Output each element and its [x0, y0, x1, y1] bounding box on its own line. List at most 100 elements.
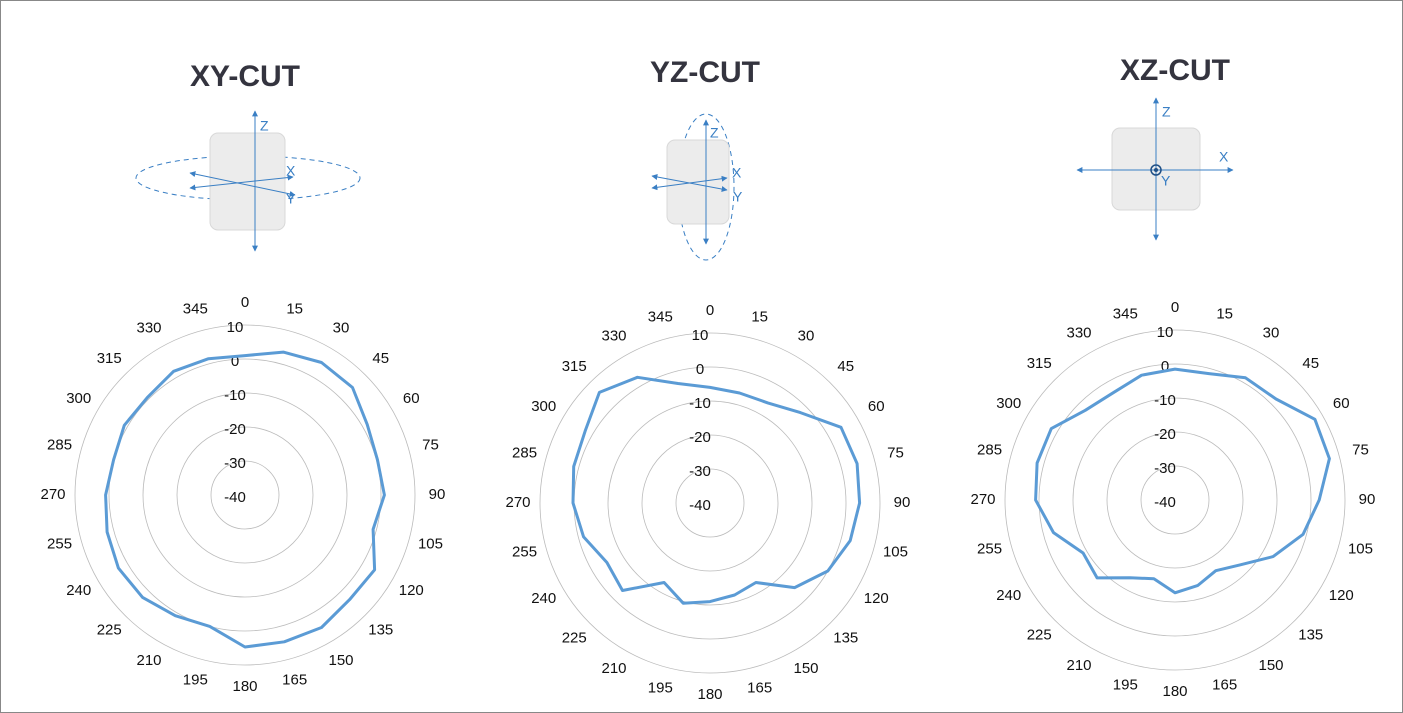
theta-tick-label: 45 [1302, 355, 1319, 372]
theta-tick-label: 285 [47, 436, 72, 453]
grid-circle [142, 392, 348, 598]
theta-tick-label: 300 [66, 390, 91, 407]
grid-circle [641, 434, 779, 572]
theta-tick-label: 225 [1027, 627, 1052, 644]
r-tick-label: -20 [224, 421, 246, 438]
axis-label: Z [260, 118, 269, 134]
axis-label: Y [733, 189, 743, 205]
grid-circle [210, 460, 280, 530]
theta-tick-label: 150 [793, 660, 818, 677]
pattern-line [104, 350, 386, 649]
theta-tick-label: 285 [977, 441, 1002, 458]
theta-tick-label: 315 [562, 358, 587, 375]
r-tick-label: -10 [1154, 392, 1176, 409]
theta-tick-label: 120 [399, 582, 424, 599]
grid-circle [539, 332, 881, 674]
theta-tick-label: 60 [868, 398, 885, 415]
theta-tick-label: 300 [996, 395, 1021, 412]
grid-circle [1072, 397, 1278, 603]
grid-circle [607, 400, 813, 606]
pattern-line [1034, 367, 1331, 595]
r-tick-label: 10 [1157, 324, 1174, 341]
theta-tick-label: 210 [136, 652, 161, 669]
grid-circle [675, 468, 745, 538]
theta-tick-label: 165 [747, 679, 772, 696]
theta-tick-label: 75 [887, 444, 904, 461]
theta-tick-label: 255 [47, 536, 72, 553]
grid-circle [108, 358, 382, 632]
r-tick-label: -20 [689, 429, 711, 446]
theta-tick-label: 45 [837, 358, 854, 375]
axis-arrow [189, 174, 294, 191]
theta-tick-label: 330 [1066, 325, 1091, 342]
grid-circle [74, 324, 416, 666]
grid-circle [1004, 329, 1346, 671]
r-tick-label: -10 [689, 395, 711, 412]
theta-tick-label: 165 [282, 671, 307, 688]
theta-tick-label: 240 [996, 587, 1021, 604]
theta-tick-label: 15 [1216, 306, 1233, 323]
r-tick-label: -40 [1154, 494, 1176, 511]
axis-label: X [286, 163, 296, 179]
theta-tick-label: 90 [894, 494, 911, 511]
theta-tick-label: 105 [418, 536, 443, 553]
theta-tick-label: 210 [601, 660, 626, 677]
theta-tick-label: 345 [183, 301, 208, 318]
theta-tick-label: 195 [648, 679, 673, 696]
theta-tick-label: 0 [706, 302, 714, 319]
r-tick-label: -40 [224, 489, 246, 506]
r-tick-label: -10 [224, 387, 246, 404]
theta-tick-label: 90 [429, 486, 446, 503]
theta-tick-label: 225 [97, 622, 122, 639]
theta-tick-label: 150 [328, 652, 353, 669]
axis-label: Z [710, 125, 719, 141]
axis-label: X [1219, 149, 1229, 165]
theta-tick-label: 255 [977, 541, 1002, 558]
theta-tick-label: 90 [1359, 491, 1376, 508]
pattern-line [571, 375, 862, 605]
r-tick-label: 0 [696, 361, 704, 378]
chart-title: XY-CUT [190, 60, 300, 93]
theta-tick-label: 285 [512, 444, 537, 461]
theta-tick-label: 270 [40, 486, 65, 503]
theta-tick-label: 270 [970, 491, 995, 508]
theta-tick-label: 195 [1113, 676, 1138, 693]
theta-tick-label: 240 [531, 590, 556, 607]
grid-circle [176, 426, 314, 564]
theta-tick-label: 135 [833, 630, 858, 647]
theta-tick-label: 30 [798, 328, 815, 345]
chart-title: YZ-CUT [650, 56, 760, 89]
r-tick-label: -30 [1154, 460, 1176, 477]
theta-tick-label: 330 [601, 328, 626, 345]
axis-dot [1150, 164, 1162, 176]
r-tick-label: -30 [224, 455, 246, 472]
theta-tick-label: 225 [562, 630, 587, 647]
theta-tick-label: 105 [1348, 541, 1373, 558]
r-tick-label: 10 [227, 319, 244, 336]
theta-tick-label: 135 [368, 622, 393, 639]
r-tick-label: -30 [689, 463, 711, 480]
axis-label: Y [1161, 173, 1171, 189]
theta-tick-label: 120 [1329, 587, 1354, 604]
axis-label: Y [286, 191, 296, 207]
r-tick-label: -40 [689, 497, 711, 514]
theta-tick-label: 30 [1263, 325, 1280, 342]
theta-tick-label: 60 [403, 390, 420, 407]
r-tick-label: 10 [692, 327, 709, 344]
theta-tick-label: 240 [66, 582, 91, 599]
theta-tick-label: 345 [1113, 306, 1138, 323]
theta-tick-label: 195 [183, 671, 208, 688]
theta-tick-label: 30 [333, 320, 350, 337]
theta-tick-label: 15 [751, 309, 768, 326]
theta-tick-label: 0 [241, 294, 249, 311]
axis-label: Z [1162, 104, 1171, 120]
r-tick-label: 0 [231, 353, 239, 370]
theta-tick-label: 60 [1333, 395, 1350, 412]
theta-tick-label: 105 [883, 544, 908, 561]
chart-title: XZ-CUT [1120, 54, 1230, 87]
theta-tick-label: 315 [1027, 355, 1052, 372]
theta-tick-label: 255 [512, 544, 537, 561]
theta-tick-label: 75 [422, 436, 439, 453]
